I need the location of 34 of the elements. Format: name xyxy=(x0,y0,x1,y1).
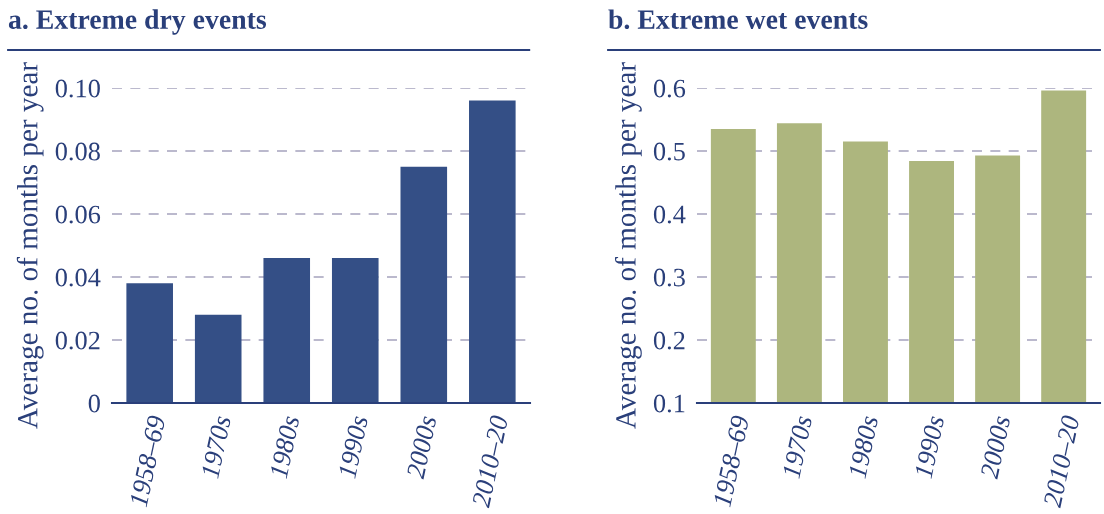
x-tick-label: 2010–20 xyxy=(471,414,509,509)
x-tick-label: 1980s xyxy=(848,415,879,479)
bar xyxy=(263,258,311,403)
y-tick-label: 0 xyxy=(88,394,100,413)
y-tick-label: 0.6 xyxy=(653,79,686,98)
y-tick-label: 0.3 xyxy=(653,268,685,287)
y-tick-label: 0.06 xyxy=(55,205,101,224)
bar xyxy=(331,258,379,403)
y-axis-title: Average no. of months per year xyxy=(614,62,642,429)
x-tick-label: 2000s xyxy=(406,415,437,480)
x-tick-label: 1980s xyxy=(269,415,300,479)
x-tick-label: 2000s xyxy=(980,415,1011,480)
bar xyxy=(400,166,448,403)
y-tick-label: 0.5 xyxy=(653,142,685,161)
y-tick-label: 0.2 xyxy=(653,331,685,350)
y-tick-label: 0.1 xyxy=(653,394,685,413)
chart-title: a. Extreme dry events xyxy=(8,9,267,35)
bar xyxy=(194,314,242,403)
chart-title: b. Extreme wet events xyxy=(608,9,868,30)
y-axis-title: Average no. of months per year xyxy=(16,62,44,429)
x-tick-label: 1990s xyxy=(914,415,945,479)
x-tick-label: 1970s xyxy=(782,415,813,479)
y-tick-label: 0.4 xyxy=(653,205,686,224)
bar xyxy=(126,283,173,403)
x-tick-label: 1990s xyxy=(337,415,369,479)
x-tick-label: 2010–20 xyxy=(1043,414,1080,509)
y-tick-label: 0.04 xyxy=(55,268,101,287)
x-tick-label: 1970s xyxy=(200,415,232,479)
y-tick-label: 0.02 xyxy=(55,331,100,350)
bar xyxy=(469,100,516,403)
y-tick-label: 0.10 xyxy=(55,79,100,98)
x-tick-label: 1958–69 xyxy=(712,414,750,508)
x-tick-label: 1958–69 xyxy=(129,414,166,508)
y-tick-label: 0.08 xyxy=(55,142,100,161)
